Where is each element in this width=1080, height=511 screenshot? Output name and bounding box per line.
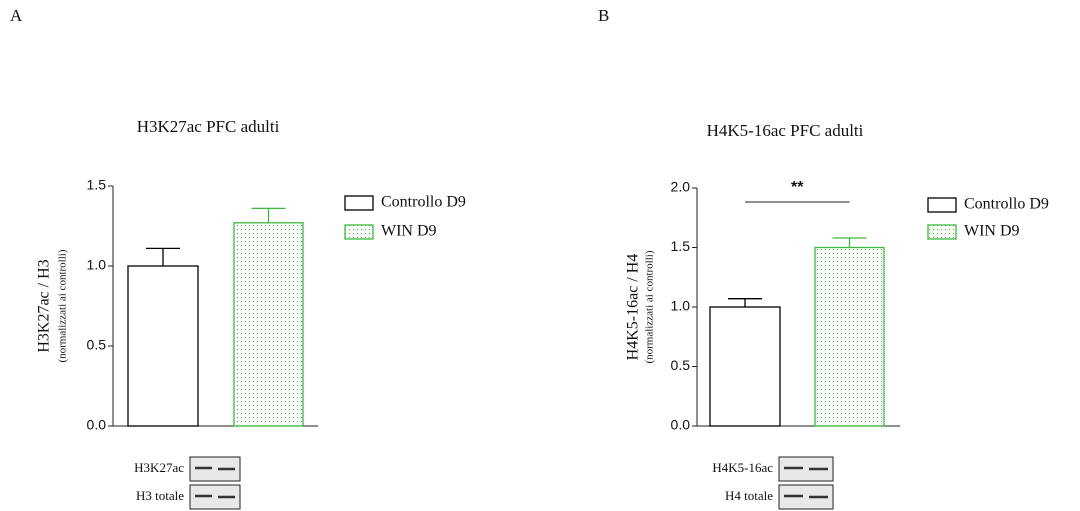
y-axis-label: H3K27ac / H3 — [36, 259, 53, 352]
legend-swatch — [345, 225, 373, 239]
blot-label: H4 totale — [725, 488, 773, 503]
error-bar — [146, 248, 180, 266]
y-tick-label: 1.0 — [87, 257, 107, 273]
legend-label: WIN D9 — [381, 223, 437, 240]
panel-label: B — [598, 6, 609, 25]
error-bar — [252, 208, 286, 222]
y-axis-label: H4K5-16ac / H4 — [625, 254, 642, 361]
y-tick-label: 0.5 — [87, 337, 107, 353]
figure: A H3K27ac PFC adulti H3K27ac / H3 (normaliz… — [0, 0, 1080, 511]
legend-label: WIN D9 — [964, 223, 1020, 240]
y-tick-label: 1.0 — [671, 298, 691, 314]
y-axis-sublabel: (normalizzati ai controlli) — [644, 250, 656, 363]
bar — [128, 266, 198, 426]
error-bar — [833, 238, 867, 248]
blot-label: H3K27ac — [134, 460, 184, 475]
y-axis-sublabel: (normalizzati ai controlli) — [57, 249, 69, 362]
blot-label: H3 totale — [136, 488, 184, 503]
y-tick-label: 0.0 — [87, 417, 107, 433]
legend-swatch — [928, 225, 956, 239]
y-tick-label: 0.5 — [671, 357, 691, 373]
chart-title: H3K27ac PFC adulti — [137, 117, 280, 136]
legend-swatch — [345, 196, 373, 210]
y-tick-label: 1.5 — [671, 238, 691, 254]
error-bar — [728, 299, 762, 307]
y-tick-label: 1.5 — [87, 177, 107, 193]
panel-label: A — [10, 6, 23, 25]
legend-swatch — [928, 198, 956, 212]
bar — [234, 223, 303, 426]
bar — [815, 248, 884, 427]
chart-title: H4K5-16ac PFC adulti — [707, 121, 864, 140]
y-tick-label: 0.0 — [671, 417, 691, 433]
legend-label: Controllo D9 — [381, 194, 466, 211]
blot-label: H4K5-16ac — [712, 460, 773, 475]
legend-label: Controllo D9 — [964, 196, 1049, 213]
bar — [710, 307, 780, 426]
y-tick-label: 2.0 — [671, 179, 691, 195]
significance-label: ** — [791, 179, 804, 196]
